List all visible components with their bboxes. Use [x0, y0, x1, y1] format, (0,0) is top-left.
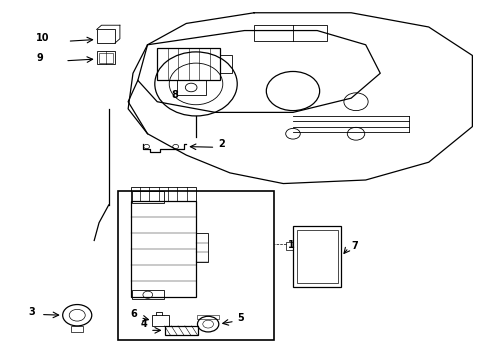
Bar	[130, 187, 196, 201]
Text: 9: 9	[36, 53, 42, 63]
Text: 1: 1	[287, 240, 294, 249]
Text: 10: 10	[36, 33, 49, 43]
Bar	[164, 326, 198, 335]
Bar	[196, 233, 208, 262]
Text: 4: 4	[140, 319, 147, 329]
Bar	[118, 191, 273, 340]
Bar	[220, 55, 232, 73]
Text: 8: 8	[171, 90, 178, 100]
Bar	[97, 30, 115, 43]
Text: 5: 5	[237, 312, 244, 323]
Bar	[152, 315, 169, 326]
Bar	[130, 201, 196, 297]
Bar	[296, 230, 337, 283]
Bar	[132, 290, 163, 299]
Bar	[132, 191, 163, 203]
Bar	[292, 226, 341, 287]
Text: 3: 3	[29, 307, 36, 317]
Text: 7: 7	[350, 242, 357, 251]
Bar	[99, 53, 112, 63]
Bar	[97, 51, 115, 64]
Bar	[176, 80, 205, 95]
Bar	[197, 315, 218, 319]
Bar	[254, 25, 326, 41]
Bar	[71, 326, 83, 332]
Bar	[285, 242, 292, 251]
Text: 6: 6	[130, 309, 137, 319]
Bar	[157, 48, 220, 80]
Text: 2: 2	[217, 139, 224, 149]
